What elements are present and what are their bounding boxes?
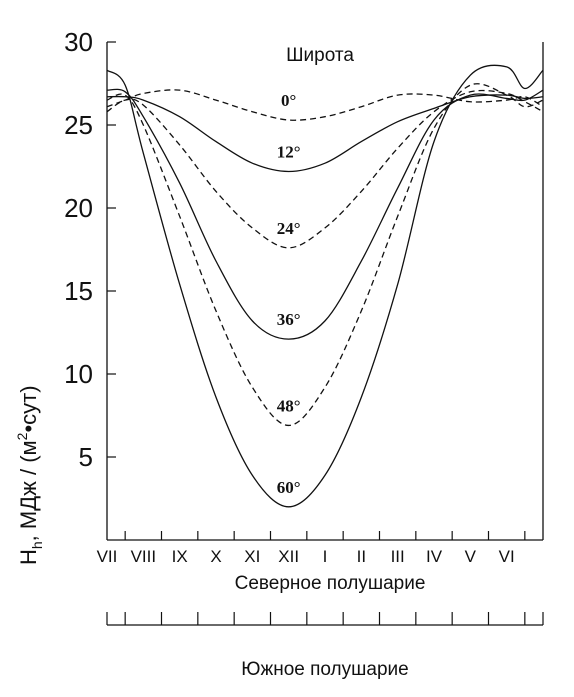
y-tick-label: 20 bbox=[64, 193, 93, 223]
series-line-4 bbox=[106, 83, 544, 427]
series-label-3: 36° bbox=[277, 310, 301, 329]
x-tick-label: X bbox=[210, 547, 221, 566]
x-tick-label: VI bbox=[499, 547, 515, 566]
y-tick-labels: 30 25 20 15 10 5 bbox=[64, 27, 93, 472]
y-tick-label: 5 bbox=[79, 442, 93, 472]
y-axis-label-sup: 2 bbox=[14, 432, 30, 440]
y-axis-label: Hh, МДж / (м2•сут) bbox=[14, 385, 45, 565]
x-tick-label: II bbox=[357, 547, 366, 566]
x-tick-label: IV bbox=[426, 547, 443, 566]
x-axis-label-south: Южное полушарие bbox=[241, 659, 408, 680]
y-tick-label: 10 bbox=[64, 359, 93, 389]
y-tick-label: 15 bbox=[64, 276, 93, 306]
x-tick-labels: VII VIII IX X XI XII I II III IV V VI bbox=[97, 547, 515, 566]
x-axis-label-north: Северное полушарие bbox=[235, 573, 426, 594]
x-tick-label: III bbox=[391, 547, 405, 566]
series-label-5: 60° bbox=[277, 478, 301, 497]
series-line-5 bbox=[106, 64, 544, 508]
series-line-3 bbox=[106, 88, 544, 340]
x-tick-label: IX bbox=[172, 547, 188, 566]
y-axis-label-units: , МДж / (м bbox=[16, 440, 41, 541]
x-tick-label: XII bbox=[278, 547, 299, 566]
y-axis-label-main: H bbox=[16, 549, 41, 565]
x-tick-label: VII bbox=[97, 547, 118, 566]
series-label-4: 48° bbox=[277, 396, 301, 415]
y-axis-label-sub: h bbox=[29, 541, 45, 549]
legend-title: Широта bbox=[286, 45, 354, 66]
chart-axes bbox=[106, 41, 544, 626]
series-line-2 bbox=[106, 89, 544, 249]
x-tick-label: XI bbox=[244, 547, 260, 566]
series-labels: 0° 12° 24° 36° 48° 60° bbox=[277, 91, 301, 497]
x-tick-label: V bbox=[465, 547, 477, 566]
x-tick-label: I bbox=[323, 547, 328, 566]
series-label-2: 24° bbox=[277, 219, 301, 238]
y-tick-label: 25 bbox=[64, 110, 93, 140]
series-line-1 bbox=[106, 94, 544, 173]
y-tick-label: 30 bbox=[64, 27, 93, 57]
series-line-0 bbox=[106, 89, 544, 121]
y-axis-label-units-tail: •сут) bbox=[16, 385, 41, 432]
series-lines bbox=[106, 64, 544, 508]
x-tick-label: VIII bbox=[131, 547, 157, 566]
series-label-0: 0° bbox=[281, 91, 296, 110]
series-label-1: 12° bbox=[277, 142, 301, 161]
